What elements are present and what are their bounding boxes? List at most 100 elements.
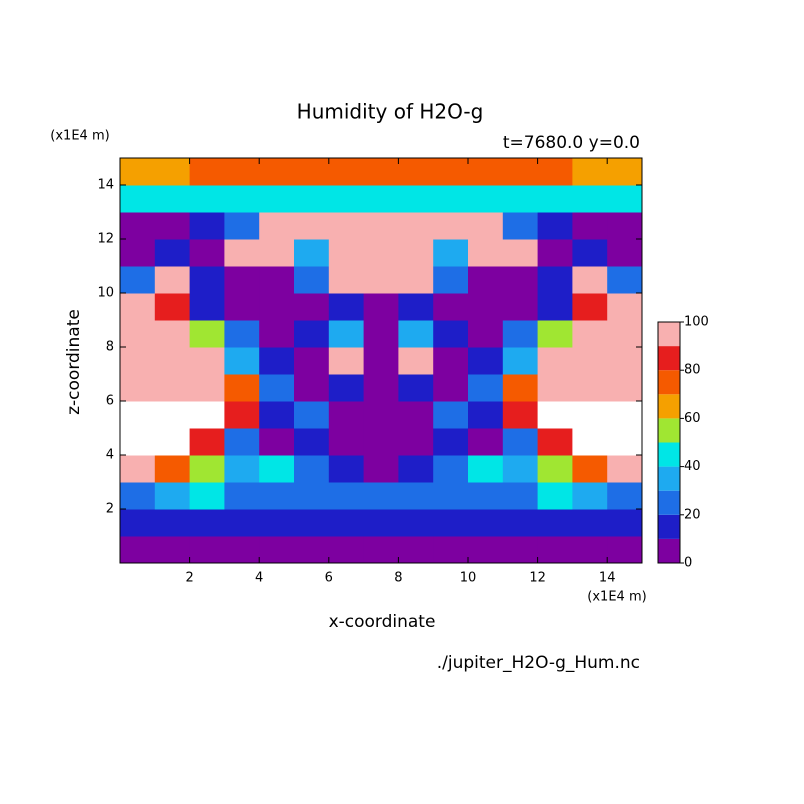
- contour-cell: [189, 509, 225, 537]
- contour-cell: [537, 293, 573, 321]
- colorbar-segment: [658, 442, 680, 467]
- contour-cell: [537, 401, 573, 429]
- contour-cell: [468, 482, 504, 510]
- contour-cell: [294, 374, 330, 402]
- contour-cell: [363, 239, 399, 267]
- contour-cell: [154, 293, 191, 321]
- contour-cell: [502, 374, 539, 402]
- contour-cell: [607, 239, 643, 267]
- contour-cell: [259, 347, 295, 375]
- contour-cell: [294, 509, 330, 537]
- contour-cell: [468, 509, 504, 537]
- contour-cell: [398, 536, 434, 564]
- contour-cell: [502, 239, 539, 267]
- contour-cell: [363, 212, 399, 240]
- contour-cell: [259, 455, 295, 483]
- y-unit: (x1E4 m): [50, 129, 109, 144]
- contour-cell: [468, 536, 504, 564]
- contour-cell: [433, 266, 469, 294]
- contour-cell: [502, 185, 539, 213]
- contour-cell: [502, 482, 539, 510]
- contour-cell: [120, 158, 156, 186]
- contour-cell: [224, 239, 260, 267]
- contour-cell: [537, 455, 573, 483]
- contour-cell: [607, 455, 643, 483]
- contour-cell: [398, 509, 434, 537]
- contour-cell: [537, 320, 573, 348]
- contour-cell: [433, 239, 469, 267]
- contour-cell: [363, 536, 399, 564]
- contour-cell: [328, 482, 365, 510]
- contour-cell: [328, 320, 365, 348]
- contour-cell: [120, 509, 156, 537]
- contour-cell: [607, 185, 643, 213]
- contour-cell: [328, 293, 365, 321]
- contour-cell: [224, 401, 260, 429]
- contour-cell: [433, 401, 469, 429]
- contour-cell: [189, 428, 225, 456]
- contour-cell: [120, 374, 156, 402]
- contour-cell: [224, 185, 260, 213]
- contour-cell: [259, 374, 295, 402]
- contour-cell: [398, 347, 434, 375]
- contour-cell: [328, 374, 365, 402]
- contour-cell: [189, 185, 225, 213]
- contour-cell: [154, 536, 191, 564]
- contour-cell: [120, 266, 156, 294]
- contour-cell: [607, 482, 643, 510]
- contour-cell: [433, 536, 469, 564]
- contour-cell: [294, 347, 330, 375]
- contour-cell: [189, 239, 225, 267]
- colorbar-segment: [658, 418, 680, 443]
- colorbar-tick-label: 60: [684, 411, 701, 426]
- contour-cell: [502, 266, 539, 294]
- contour-cell: [294, 401, 330, 429]
- contour-cell: [154, 239, 191, 267]
- contour-cell: [224, 428, 260, 456]
- contour-cell: [433, 320, 469, 348]
- contour-cell: [363, 455, 399, 483]
- contour-cell: [294, 158, 330, 186]
- y-tick-label: 14: [97, 178, 114, 193]
- x-tick-label: 4: [255, 571, 263, 586]
- contour-cell: [537, 212, 573, 240]
- contour-cell: [294, 266, 330, 294]
- contour-cell: [433, 158, 469, 186]
- contour-cell: [607, 347, 643, 375]
- contour-cell: [502, 347, 539, 375]
- contour-cell: [398, 428, 434, 456]
- contour-cell: [259, 212, 295, 240]
- x-tick-label: 10: [460, 571, 477, 586]
- chart-subtitle: t=7680.0 y=0.0: [503, 133, 640, 153]
- contour-cell: [502, 428, 539, 456]
- contour-cell: [224, 455, 260, 483]
- contour-cell: [468, 158, 504, 186]
- colorbar-segment: [658, 538, 680, 563]
- contour-cell: [154, 428, 191, 456]
- contour-cell: [502, 401, 539, 429]
- contour-cell: [189, 536, 225, 564]
- contour-cell: [189, 266, 225, 294]
- contour-cell: [224, 536, 260, 564]
- contour-cell: [224, 482, 260, 510]
- contour-cell: [433, 293, 469, 321]
- contour-cell: [259, 509, 295, 537]
- contour-cell: [154, 509, 191, 537]
- contour-cell: [537, 428, 573, 456]
- contour-cell: [363, 509, 399, 537]
- contour-cell: [572, 293, 608, 321]
- contour-cell: [537, 239, 573, 267]
- contour-cell: [468, 374, 504, 402]
- contour-cell: [572, 212, 608, 240]
- contour-cell: [468, 347, 504, 375]
- contour-cell: [328, 239, 365, 267]
- contour-cell: [120, 347, 156, 375]
- contour-cell: [398, 374, 434, 402]
- contour-cell: [468, 212, 504, 240]
- contour-cell: [189, 482, 225, 510]
- contour-cell: [294, 293, 330, 321]
- contour-cell: [259, 293, 295, 321]
- contour-cell: [468, 185, 504, 213]
- colorbar-segment: [658, 370, 680, 395]
- contour-cell: [328, 347, 365, 375]
